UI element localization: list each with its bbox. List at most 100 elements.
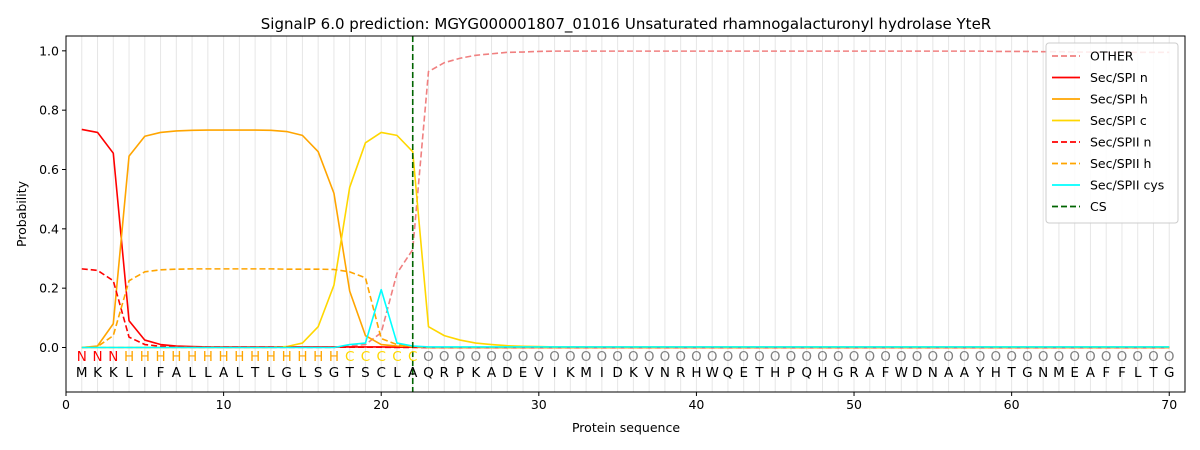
sequence-residue: W <box>895 365 908 381</box>
region-label: O <box>975 349 986 365</box>
region-label: O <box>1132 349 1143 365</box>
region-label: H <box>187 349 197 365</box>
region-label: O <box>817 349 828 365</box>
sequence-residue: K <box>629 365 639 381</box>
region-label: O <box>912 349 923 365</box>
sequence-residue: I <box>143 365 147 381</box>
y-tick-label: 0.2 <box>39 281 59 296</box>
region-label: O <box>1054 349 1065 365</box>
region-label: O <box>880 349 891 365</box>
region-label: O <box>423 349 434 365</box>
region-label: O <box>518 349 529 365</box>
sequence-residue: H <box>770 365 780 381</box>
sequence-residue: A <box>960 365 970 381</box>
x-tick-label: 40 <box>688 397 704 412</box>
sequence-residue: L <box>267 365 275 381</box>
x-axis-ticks: 0 10 20 30 40 50 60 70 <box>62 392 1177 412</box>
y-tick-label: 0.8 <box>39 103 59 118</box>
legend-label: Sec/SPI h <box>1090 92 1148 107</box>
sequence-residue: L <box>204 365 212 381</box>
legend-label: Sec/SPII h <box>1090 156 1151 171</box>
y-tick-label: 1.0 <box>39 43 59 58</box>
sequence-residue: T <box>345 365 355 381</box>
sequence-residue: I <box>600 365 604 381</box>
x-tick-label: 30 <box>531 397 547 412</box>
region-label: O <box>502 349 513 365</box>
region-label: O <box>1006 349 1017 365</box>
region-label: H <box>329 349 339 365</box>
region-label: O <box>723 349 734 365</box>
region-label: N <box>108 349 118 365</box>
region-label: O <box>849 349 860 365</box>
sequence-residue: I <box>553 365 557 381</box>
region-label: H <box>140 349 150 365</box>
sequence-residue: D <box>612 365 622 381</box>
sequence-residue: K <box>566 365 576 381</box>
region-label: O <box>1117 349 1128 365</box>
sequence-residue: H <box>691 365 701 381</box>
region-label: O <box>1069 349 1080 365</box>
region-label: O <box>628 349 639 365</box>
sequence-residue: A <box>219 365 229 381</box>
sequence-residue: Q <box>801 365 812 381</box>
series-line-sec-spii-h <box>81 268 1170 349</box>
sequence-residue: P <box>787 365 795 381</box>
sequence-residue: F <box>882 365 890 381</box>
x-tick-label: 60 <box>1004 397 1020 412</box>
legend-label: Sec/SPI n <box>1090 70 1148 85</box>
region-label: O <box>943 349 954 365</box>
region-label: H <box>171 349 181 365</box>
region-label: H <box>124 349 134 365</box>
sequence-residue: W <box>706 365 719 381</box>
sequence-residue: M <box>1053 365 1065 381</box>
region-label: O <box>644 349 655 365</box>
grid <box>81 36 1170 392</box>
sequence-residue: D <box>912 365 922 381</box>
sequence-residue: P <box>456 365 464 381</box>
sequence-residue: L <box>1134 365 1142 381</box>
series-line-sec-spi-n <box>81 128 1170 349</box>
x-tick-label: 70 <box>1161 397 1177 412</box>
region-label: C <box>392 349 401 365</box>
legend-label: Sec/SPI c <box>1090 113 1147 128</box>
region-label: C <box>408 349 417 365</box>
sequence-residue: H <box>991 365 1001 381</box>
sequence-residue: F <box>1118 365 1126 381</box>
region-label: O <box>675 349 686 365</box>
sequence-residue: Y <box>975 365 985 381</box>
region-label: O <box>470 349 481 365</box>
region-label: O <box>786 349 797 365</box>
sequence-residue: K <box>109 365 119 381</box>
sequence-residue: R <box>440 365 449 381</box>
region-label: O <box>1038 349 1049 365</box>
region-label: O <box>660 349 671 365</box>
series-line-sec-spii-n <box>81 268 1170 349</box>
region-label: O <box>1022 349 1033 365</box>
sequence-residue: N <box>928 365 938 381</box>
region-label: O <box>1101 349 1112 365</box>
region-label: O <box>754 349 765 365</box>
series-line-sec-spi-h <box>81 129 1170 349</box>
region-label: O <box>581 349 592 365</box>
region-label: O <box>565 349 576 365</box>
legend-label: CS <box>1090 199 1107 214</box>
sequence-residue: L <box>125 365 133 381</box>
legend-label: Sec/SPII cys <box>1090 178 1164 193</box>
y-tick-label: 0.6 <box>39 162 59 177</box>
sequence-residue: R <box>849 365 858 381</box>
sequence-residue: T <box>1148 365 1158 381</box>
plot-frame <box>65 35 1186 393</box>
sequence-residue: C <box>376 365 385 381</box>
region-label: O <box>770 349 781 365</box>
series-lines <box>81 50 1170 349</box>
sequence-residue: E <box>519 365 528 381</box>
region-label: O <box>691 349 702 365</box>
region-label: O <box>455 349 466 365</box>
sequence-residue: H <box>817 365 827 381</box>
region-label: C <box>361 349 370 365</box>
region-label: H <box>155 349 165 365</box>
y-tick-label: 0.0 <box>39 340 59 355</box>
sequence-residue: E <box>1070 365 1079 381</box>
